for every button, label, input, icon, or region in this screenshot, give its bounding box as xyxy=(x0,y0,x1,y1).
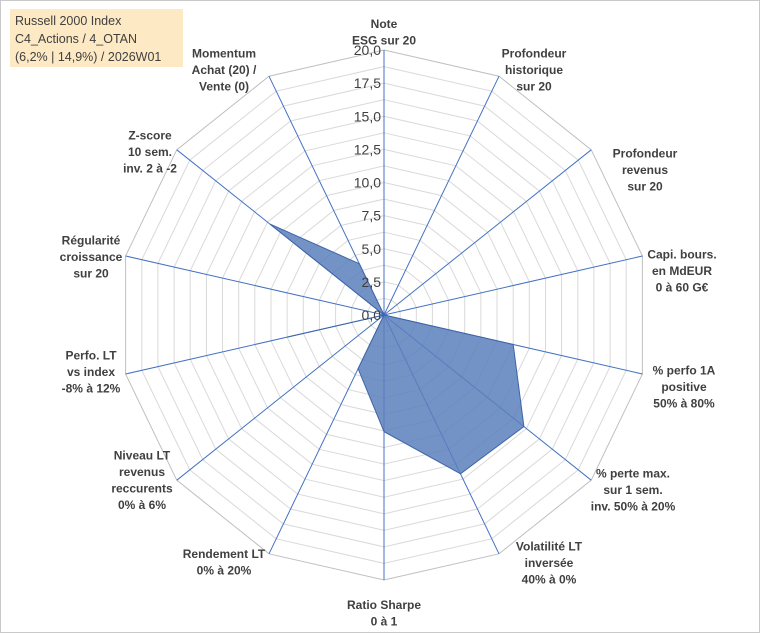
axis-label: Capi. bours. en MdEUR 0 à 60 G€ xyxy=(647,248,716,295)
series-area xyxy=(269,223,525,475)
tick-label: 10,0 xyxy=(354,175,381,191)
tick-label: 17,5 xyxy=(354,75,381,91)
axis-spoke xyxy=(125,255,385,316)
tick-label: 0,0 xyxy=(362,307,382,323)
axis-spoke xyxy=(383,75,500,316)
axis-spoke xyxy=(383,255,643,316)
axis-label: % perte max. sur 1 sem. inv. 50% à 20% xyxy=(591,467,676,514)
axis-label: Régularité croissance sur 20 xyxy=(60,234,123,281)
axis-label: Volatilité LT inversée 40% à 0% xyxy=(516,540,583,587)
axis-label: Perfo. LT vs index -8% à 12% xyxy=(62,349,121,396)
axis-label: Note ESG sur 20 xyxy=(352,17,416,48)
title-line-1: Russell 2000 Index xyxy=(15,14,122,28)
radar-series xyxy=(269,223,525,475)
radar-axis-labels: Note ESG sur 20 Profondeur historique sur 20… xyxy=(60,17,717,629)
axis-label: % perfo 1A positive 50% à 80% xyxy=(653,364,716,411)
chart-title-box: Russell 2000 Index C4_Actions / 4_OTAN (… xyxy=(10,9,183,67)
axis-label: Profondeur historique sur 20 xyxy=(502,47,567,94)
tick-label: 20,0 xyxy=(354,42,381,58)
tick-label: 2,5 xyxy=(362,274,382,290)
tick-label: 7,5 xyxy=(362,208,382,224)
axis-label: Rendement LT 0% à 20% xyxy=(183,547,266,578)
axis-label: Ratio Sharpe 0 à 1 xyxy=(347,598,421,629)
tick-label: 5,0 xyxy=(362,241,382,257)
axis-label: Niveau LT revenus reccurents 0% à 6% xyxy=(111,448,173,512)
title-line-3: (6,2% | 14,9%) / 2026W01 xyxy=(15,50,162,64)
axis-label: Z-score 10 sem. inv. 2 à -2 xyxy=(123,129,177,176)
axis-spoke xyxy=(383,149,592,316)
title-line-2: C4_Actions / 4_OTAN xyxy=(15,32,138,46)
tick-label: 15,0 xyxy=(354,108,381,124)
axis-spoke xyxy=(176,314,385,481)
radar-tick-labels: 0,0 2,5 5,0 7,5 10,0 12,5 15,0 17,5 20,0 xyxy=(354,42,381,323)
axis-label: Profondeur revenus sur 20 xyxy=(613,147,678,194)
tick-label: 12,5 xyxy=(354,141,381,157)
axis-label: Momentum Achat (20) / Vente (0) xyxy=(192,47,257,94)
